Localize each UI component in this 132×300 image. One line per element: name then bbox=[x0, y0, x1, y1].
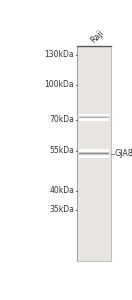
Text: 100kDa: 100kDa bbox=[45, 80, 74, 89]
Bar bbox=[79, 116, 109, 117]
Bar bbox=[79, 149, 109, 150]
Bar bbox=[79, 156, 109, 157]
Text: 35kDa: 35kDa bbox=[49, 205, 74, 214]
Text: 70kDa: 70kDa bbox=[49, 116, 74, 124]
Text: 40kDa: 40kDa bbox=[49, 186, 74, 195]
Bar bbox=[79, 117, 109, 118]
Text: 130kDa: 130kDa bbox=[45, 50, 74, 59]
Bar bbox=[79, 155, 109, 156]
Bar bbox=[79, 153, 109, 154]
Bar bbox=[79, 157, 109, 158]
Bar bbox=[79, 119, 109, 120]
Bar bbox=[79, 118, 109, 119]
Bar bbox=[77, 46, 111, 261]
Text: Raji: Raji bbox=[89, 28, 105, 45]
Bar bbox=[79, 151, 109, 152]
Bar bbox=[79, 116, 109, 117]
Bar bbox=[79, 120, 109, 121]
Bar bbox=[79, 154, 109, 155]
Bar bbox=[79, 152, 109, 153]
Bar bbox=[79, 154, 109, 155]
Bar bbox=[79, 118, 109, 119]
Bar bbox=[79, 155, 109, 156]
Text: 55kDa: 55kDa bbox=[49, 146, 74, 155]
Bar bbox=[79, 115, 109, 116]
Text: GJA8: GJA8 bbox=[115, 149, 132, 158]
Bar bbox=[79, 150, 109, 151]
Bar bbox=[79, 114, 109, 115]
